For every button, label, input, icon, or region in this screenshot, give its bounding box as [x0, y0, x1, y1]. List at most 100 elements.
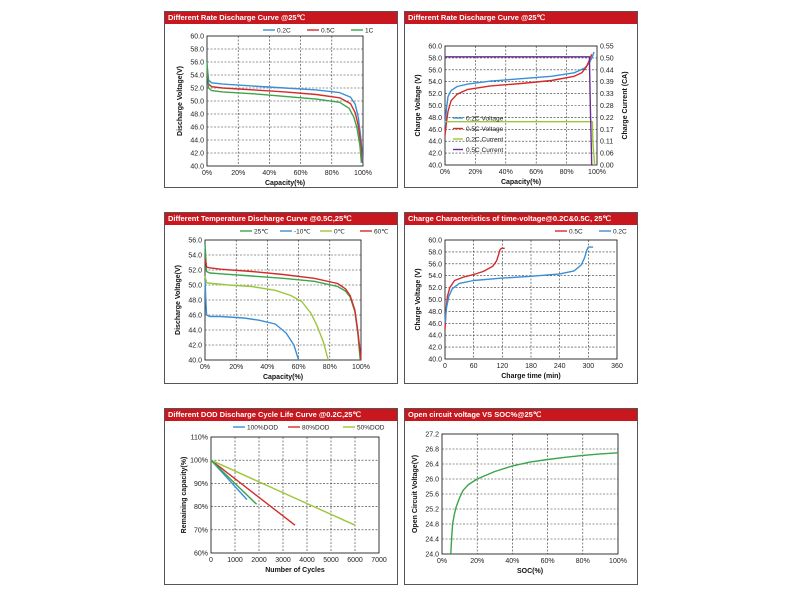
plot-frame: [444, 45, 598, 166]
y-tick-label: 25.2: [425, 507, 439, 514]
y-tick-label: 50.0: [428, 297, 442, 304]
x-tick-label: 60%: [529, 169, 543, 176]
x-tick-label: 240: [554, 363, 566, 370]
y-tick-label: 48.0: [428, 309, 442, 316]
y-tick-label: 52.0: [428, 91, 442, 98]
series-line-0-5c: [444, 247, 505, 330]
chart-panel-rate-discharge: Different Rate Discharge Curve @25℃ 0% 20…: [164, 11, 398, 188]
x-tick-label: 100%: [588, 169, 606, 176]
y2-axis-label: Charge Current (CA): [622, 71, 629, 139]
y-tick-label: 42.0: [188, 343, 202, 350]
x-tick-label: 100%: [609, 558, 627, 565]
x-tick-label: 20%: [470, 558, 484, 565]
series-line-0-2c: [206, 65, 364, 163]
chart-title: Different Rate Discharge Curve @25℃: [405, 12, 637, 24]
y-tick-label: 46.0: [188, 313, 202, 320]
chart-svg: 0% 20% 40% 60% 80% 100% 24.0 24.4 24.8 25.2 25.6 26…: [412, 432, 627, 576]
x-tick-label: 6000: [347, 557, 363, 564]
legend-label: 60℃: [374, 229, 389, 236]
x-tick-label: 4000: [299, 557, 315, 564]
y-tick-label: 44.0: [428, 139, 442, 146]
series-line--10-: [204, 277, 300, 361]
y-tick-label: 50.0: [190, 99, 204, 106]
y-axis-label: Charge Voltage (V): [415, 74, 422, 136]
x-axis-label: Capacity(%): [263, 374, 303, 381]
chart-title: Different DOD Discharge Cycle Life Curve…: [165, 409, 397, 421]
legend-label: 0.2C: [613, 229, 627, 236]
x-tick-label: 300: [582, 363, 594, 370]
y-tick-label: 42.0: [428, 345, 442, 352]
plot-frame: [210, 436, 380, 554]
y-tick-label: 26.4: [425, 462, 439, 469]
series-line-0-2c-current: [445, 120, 596, 166]
x-tick-label: 0%: [202, 170, 212, 177]
series-line-0-5c-voltage: [444, 54, 593, 136]
series-line-extra: [210, 459, 258, 505]
x-tick-label: 40%: [499, 169, 513, 176]
chart-panel-temperature-discharge: Different Temperature Discharge Curve @0…: [164, 212, 398, 384]
y2-tick-label: 0.55: [600, 44, 614, 51]
y2-tick-label: 0.17: [600, 127, 614, 134]
x-tick-label: 5000: [323, 557, 339, 564]
y-tick-label: 42.0: [428, 151, 442, 158]
x-tick-label: 0: [209, 557, 213, 564]
y-tick-label: 90%: [194, 481, 208, 488]
x-tick-label: 60%: [294, 170, 308, 177]
x-axis-label: Charge time (min): [501, 373, 561, 380]
y2-tick-label: 0.06: [600, 151, 614, 158]
chart-svg: 0 60 120 180 240 300 360 40.0 42.0 44.0 46.0 48.0 50…: [415, 229, 627, 381]
y2-tick-label: 0.28: [600, 103, 614, 110]
x-tick-label: 20%: [231, 170, 245, 177]
series-line-0-5c-current: [445, 56, 593, 166]
y-tick-label: 56.0: [188, 238, 202, 245]
legend-label: -10℃: [294, 229, 311, 236]
y-tick-label: 46.0: [428, 321, 442, 328]
legend-label: 0.2C Current: [466, 137, 503, 144]
chart-svg: 0% 20% 40% 60% 80% 100% 40.0 42.0 44.0 46.0 48.0 50…: [177, 28, 374, 188]
y-tick-label: 70%: [194, 527, 208, 534]
x-tick-label: 60%: [541, 558, 555, 565]
series-line-1c: [206, 61, 363, 163]
chart-panel-ocv-soc: Open circuit voltage VS SOC%@25℃ 0% 20% 40…: [404, 408, 638, 585]
y-tick-label: 56.0: [190, 60, 204, 67]
y2-tick-label: 0.39: [600, 79, 614, 86]
x-tick-label: 180: [525, 363, 537, 370]
x-axis-label: Number of Cycles: [265, 567, 325, 574]
plot-frame: [204, 239, 362, 361]
y-tick-label: 24.4: [425, 537, 439, 544]
x-tick-label: 80%: [323, 364, 337, 371]
series-line-ocv: [450, 452, 619, 555]
y-tick-label: 52.0: [428, 285, 442, 292]
legend-label: 0.5C Voltage: [466, 126, 504, 133]
x-tick-label: 7000: [371, 557, 387, 564]
y-tick-label: 60.0: [428, 238, 442, 245]
y2-tick-label: 0.22: [600, 115, 614, 122]
y-tick-label: 48.0: [190, 112, 204, 119]
legend-label: 0.5C: [321, 28, 335, 35]
chart-svg: 0% 20% 40% 60% 80% 100% 40.0 42.0 44.0 46.0 48.0 50…: [415, 44, 629, 187]
legend-label: 25℃: [254, 229, 269, 236]
y-tick-label: 58.0: [428, 249, 442, 256]
y-axis-label: Discharge Voltage(V): [177, 66, 184, 136]
x-tick-label: 20%: [229, 364, 243, 371]
y-tick-label: 42.0: [190, 151, 204, 158]
x-tick-label: 0%: [200, 364, 210, 371]
y-tick-label: 40.0: [190, 164, 204, 171]
y2-tick-label: 0.00: [600, 163, 614, 170]
y-tick-label: 54.0: [428, 79, 442, 86]
series-line-0-5c: [206, 68, 363, 163]
x-tick-label: 0%: [437, 558, 447, 565]
legend-label: 0.2C: [277, 28, 291, 35]
y-tick-label: 50.0: [428, 103, 442, 110]
y-tick-label: 40.0: [428, 357, 442, 364]
y-tick-label: 52.0: [190, 86, 204, 93]
chart-svg: 0% 20% 40% 60% 80% 100% 40.0 42.0 44.0 46.0 48.0 50…: [175, 229, 389, 382]
chart-title: Open circuit voltage VS SOC%@25℃: [405, 409, 637, 421]
y-tick-label: 110%: [191, 435, 208, 442]
x-tick-label: 360: [611, 363, 623, 370]
y-tick-label: 44.0: [190, 138, 204, 145]
series-line-0-2c: [444, 246, 594, 324]
x-axis-label: Capacity(%): [501, 179, 541, 186]
legend-label: 1C: [365, 28, 374, 35]
y2-tick-label: 0.50: [600, 55, 614, 62]
